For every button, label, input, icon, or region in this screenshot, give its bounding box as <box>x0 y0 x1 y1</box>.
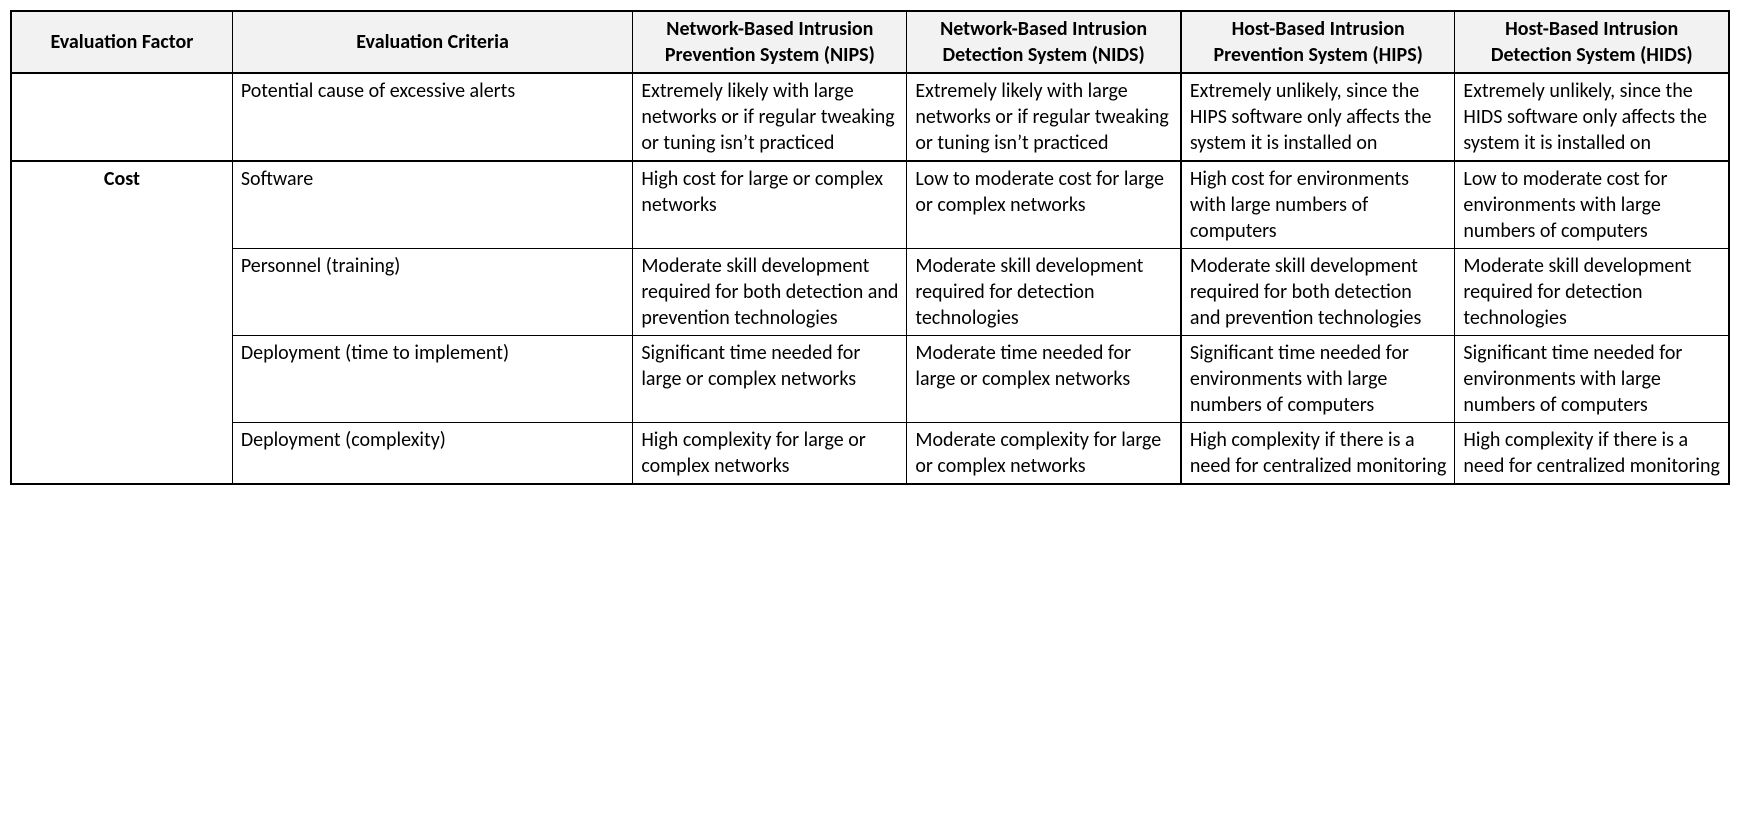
cell-hips: High cost for environments with large nu… <box>1181 161 1455 249</box>
comparison-table: Evaluation Factor Evaluation Criteria Ne… <box>10 10 1730 485</box>
cell-factor <box>11 73 232 161</box>
cell-nips: High cost for large or complex networks <box>633 161 907 249</box>
table-header-row: Evaluation Factor Evaluation Criteria Ne… <box>11 11 1729 73</box>
cell-hids: High complexity if there is a need for c… <box>1455 423 1729 485</box>
col-header-hids: Host-Based Intrusion Detection System (H… <box>1455 11 1729 73</box>
table-row: Personnel (training) Moderate skill deve… <box>11 249 1729 336</box>
cell-hips: Extremely unlikely, since the HIPS softw… <box>1181 73 1455 161</box>
cell-criteria: Software <box>232 161 633 249</box>
cell-nids: Moderate skill development required for … <box>907 249 1181 336</box>
cell-nids: Moderate time needed for large or comple… <box>907 336 1181 423</box>
table-row: Cost Software High cost for large or com… <box>11 161 1729 249</box>
cell-criteria: Personnel (training) <box>232 249 633 336</box>
col-header-hips: Host-Based Intrusion Prevention System (… <box>1181 11 1455 73</box>
cell-hips: Significant time needed for environments… <box>1181 336 1455 423</box>
cell-nids: Extremely likely with large networks or … <box>907 73 1181 161</box>
cell-criteria: Potential cause of excessive alerts <box>232 73 633 161</box>
col-header-nids: Network-Based Intrusion Detection System… <box>907 11 1181 73</box>
cell-hids: Extremely unlikely, since the HIDS softw… <box>1455 73 1729 161</box>
col-header-nips: Network-Based Intrusion Prevention Syste… <box>633 11 907 73</box>
table-row: Deployment (time to implement) Significa… <box>11 336 1729 423</box>
cell-hips: High complexity if there is a need for c… <box>1181 423 1455 485</box>
cell-nids: Moderate complexity for large or complex… <box>907 423 1181 485</box>
table-row: Deployment (complexity) High complexity … <box>11 423 1729 485</box>
cell-nips: Extremely likely with large networks or … <box>633 73 907 161</box>
cell-nips: Moderate skill development required for … <box>633 249 907 336</box>
cell-hids: Significant time needed for environments… <box>1455 336 1729 423</box>
cell-hids: Moderate skill development required for … <box>1455 249 1729 336</box>
cell-hips: Moderate skill development required for … <box>1181 249 1455 336</box>
col-header-factor: Evaluation Factor <box>11 11 232 73</box>
table-row: Potential cause of excessive alerts Extr… <box>11 73 1729 161</box>
cell-nips: Significant time needed for large or com… <box>633 336 907 423</box>
cell-nids: Low to moderate cost for large or comple… <box>907 161 1181 249</box>
cell-nips: High complexity for large or complex net… <box>633 423 907 485</box>
cell-factor: Cost <box>11 161 232 484</box>
cell-hids: Low to moderate cost for environments wi… <box>1455 161 1729 249</box>
cell-criteria: Deployment (complexity) <box>232 423 633 485</box>
cell-criteria: Deployment (time to implement) <box>232 336 633 423</box>
col-header-criteria: Evaluation Criteria <box>232 11 633 73</box>
